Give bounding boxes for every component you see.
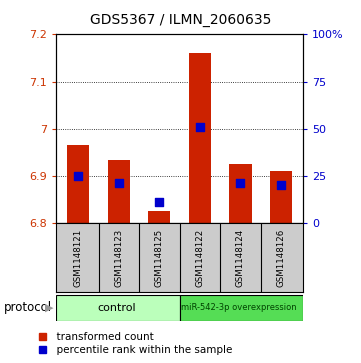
- Point: [156, 199, 162, 205]
- Point: [278, 183, 284, 188]
- Bar: [270, 171, 292, 223]
- Point: [238, 180, 243, 186]
- Text: protocol: protocol: [4, 301, 52, 314]
- Text: GSM1148124: GSM1148124: [236, 229, 245, 287]
- Point: [197, 124, 203, 130]
- Bar: [56, 295, 180, 321]
- Text: GSM1148122: GSM1148122: [195, 229, 204, 287]
- Bar: [229, 164, 252, 223]
- Text: control: control: [97, 303, 136, 313]
- Point: [75, 173, 81, 179]
- Text: miR-542-3p overexpression: miR-542-3p overexpression: [181, 303, 297, 312]
- Text: GSM1148125: GSM1148125: [155, 229, 164, 287]
- Legend:   transformed count,   percentile rank within the sample: transformed count, percentile rank withi…: [38, 331, 234, 356]
- Text: GSM1148121: GSM1148121: [74, 229, 83, 287]
- Bar: [108, 160, 130, 223]
- Bar: [189, 53, 211, 223]
- Text: ▶: ▶: [45, 303, 54, 313]
- Text: GSM1148126: GSM1148126: [277, 229, 286, 287]
- Bar: [180, 295, 303, 321]
- Text: GSM1148123: GSM1148123: [114, 229, 123, 287]
- Point: [116, 180, 122, 186]
- Text: GDS5367 / ILMN_2060635: GDS5367 / ILMN_2060635: [90, 13, 271, 27]
- Bar: [67, 146, 90, 223]
- Bar: [148, 212, 170, 223]
